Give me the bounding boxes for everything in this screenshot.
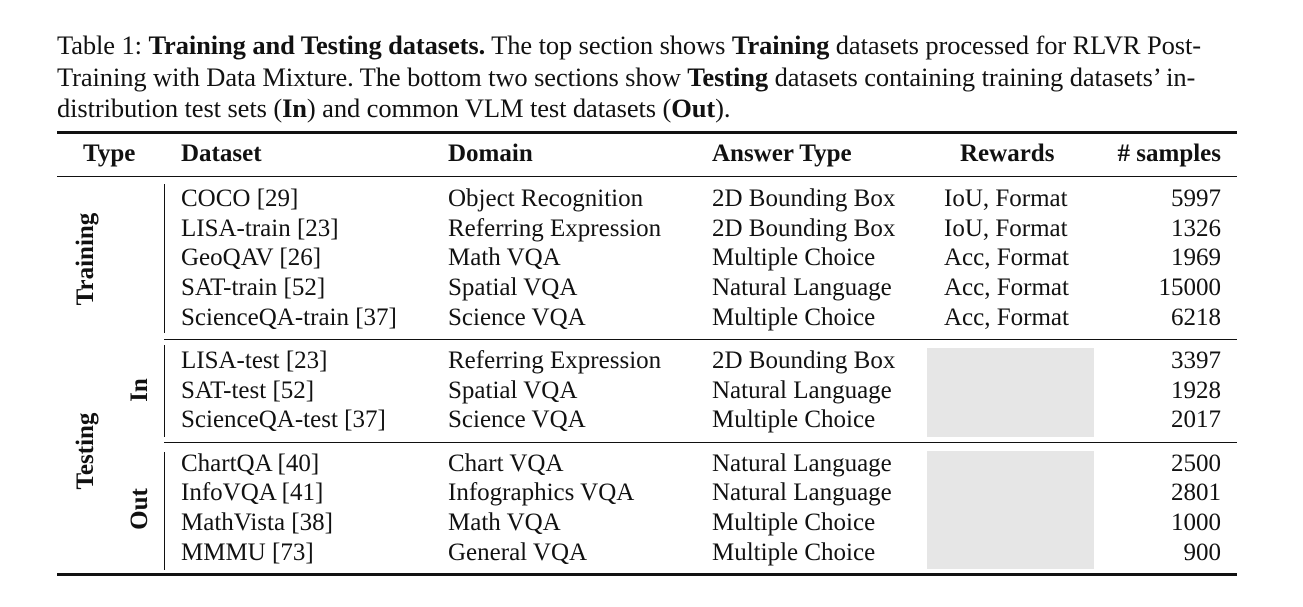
cell-dataset: ScienceQA-test [37] [181,406,386,433]
header-dataset: Dataset [181,140,262,167]
cell-dataset: InfoVQA [41] [181,479,324,506]
cell-domain: Spatial VQA [448,377,578,404]
group-label-in: In [126,378,153,402]
cell-rewards: IoU, Format [944,215,1068,242]
cell-samples: 6218 [1171,304,1221,331]
cell-domain: Chart VQA [448,450,564,477]
cell-samples: 1928 [1171,377,1221,404]
cell-rewards: Acc, Format [944,304,1069,331]
cell-domain: Science VQA [448,406,586,433]
cell-dataset: SAT-train [52] [181,274,326,301]
caption-bold-in: In [282,93,307,123]
header-samples: # samples [1117,140,1221,167]
cell-dataset: MMMU [73] [181,539,314,566]
caption-text: The top section shows [485,30,732,60]
caption-text: ). [715,93,731,123]
header-domain: Domain [448,140,533,167]
cell-dataset: MathVista [38] [181,509,333,536]
group-label-out: Out [126,488,153,530]
cell-answer-type: Multiple Choice [712,304,876,331]
cell-domain: General VQA [448,539,588,566]
cell-samples: 2500 [1171,450,1221,477]
rewards-shade-in [927,348,1094,437]
cell-rewards: Acc, Format [944,274,1069,301]
cell-dataset: SAT-test [52] [181,377,315,404]
cell-domain: Math VQA [448,244,561,271]
header-answer-type: Answer Type [712,140,852,167]
cell-domain: Referring Expression [448,347,662,374]
cell-answer-type: Multiple Choice [712,244,876,271]
cell-samples: 2017 [1171,406,1221,433]
header-type: Type [83,140,136,167]
cell-samples: 1969 [1171,244,1221,271]
cell-samples: 1000 [1171,509,1221,536]
caption-prefix: Table 1: [57,30,149,60]
caption-text: datasets containing training datasets’ i… [57,61,1196,124]
cell-answer-type: 2D Bounding Box [712,215,896,242]
cell-answer-type: Multiple Choice [712,539,876,566]
in-group-divider [164,345,166,437]
cell-domain: Science VQA [448,304,586,331]
out-group-divider [164,452,166,570]
caption-text: datasets processed for RLVR Post-Trainin… [57,30,1201,92]
caption-bold-testing: Testing [687,61,769,92]
cell-answer-type: 2D Bounding Box [712,347,896,374]
cell-answer-type: Natural Language [712,274,892,301]
cell-answer-type: Multiple Choice [712,509,876,536]
cell-samples: 2801 [1171,479,1221,506]
cell-rewards: IoU, Format [944,185,1068,212]
cell-samples: 1326 [1171,215,1221,242]
cell-domain: Math VQA [448,509,561,536]
cell-domain: Spatial VQA [448,274,578,301]
cell-dataset: GeoQAV [26] [181,244,322,271]
cell-domain: Object Recognition [448,185,644,212]
cell-dataset: LISA-train [23] [181,215,339,242]
cell-answer-type: 2D Bounding Box [712,185,896,212]
cell-dataset: LISA-test [23] [181,347,328,374]
group-label-testing: Testing [72,412,99,490]
header-rewards: Rewards [960,140,1055,167]
cell-answer-type: Natural Language [712,450,892,477]
cell-answer-type: Natural Language [712,479,892,506]
group-label-training: Training [72,212,99,306]
table-caption: Table 1: Training and Testing datasets. … [57,30,1257,125]
cell-dataset: ScienceQA-train [37] [181,304,397,331]
header-rule [57,176,1237,178]
cell-samples: 15000 [1158,274,1222,301]
cell-dataset: ChartQA [40] [181,450,320,477]
caption-title: Training and Testing datasets. [148,30,486,60]
rewards-shade-out [927,451,1094,569]
cell-samples: 900 [1183,539,1222,566]
cell-dataset: COCO [29] [181,185,299,212]
cell-domain: Infographics VQA [448,479,635,506]
training-group-divider [164,184,166,333]
cell-samples: 5997 [1171,185,1221,212]
caption-bold-training: Training [731,30,830,60]
cell-answer-type: Natural Language [712,377,892,404]
top-rule [57,131,1237,134]
cell-domain: Referring Expression [448,215,662,242]
cell-samples: 3397 [1171,347,1221,374]
cell-answer-type: Multiple Choice [712,406,876,433]
section-divider-testing [164,339,1237,341]
section-divider-out [164,442,1237,444]
caption-bold-out: Out [671,93,716,123]
cell-rewards: Acc, Format [944,244,1069,271]
bottom-rule [57,573,1237,576]
caption-text: ) and common VLM test datasets ( [306,93,672,123]
